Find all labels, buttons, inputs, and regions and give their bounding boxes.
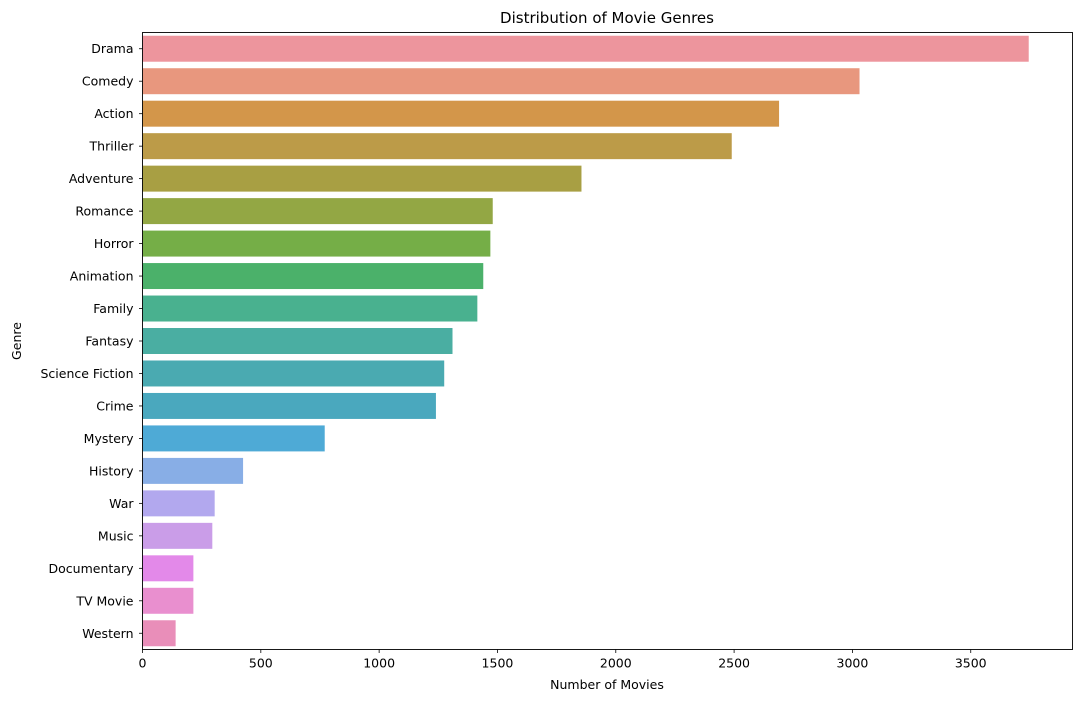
x-tick-label: 1500: [482, 656, 514, 671]
bars-group: [142, 35, 1029, 647]
bar-mystery: [142, 425, 325, 452]
y-tick-label: Action: [94, 106, 133, 121]
bar-science-fiction: [142, 360, 445, 387]
x-tick-label: 3500: [955, 656, 987, 671]
bar-music: [142, 522, 213, 549]
plot-frame: [142, 32, 1073, 650]
y-tick-label: Music: [98, 528, 134, 543]
y-tick-label: History: [89, 463, 134, 478]
y-axis-label: Genre: [9, 322, 24, 360]
bar-horror: [142, 230, 491, 257]
bar-crime: [142, 392, 436, 419]
x-tick-label: 0: [139, 656, 147, 671]
bar-tv-movie: [142, 587, 194, 614]
y-tick-label: Fantasy: [85, 334, 134, 349]
bar-fantasy: [142, 328, 453, 354]
y-tick-label: Thriller: [89, 139, 135, 154]
y-tick-label: Science Fiction: [41, 366, 134, 381]
x-tick-label: 2500: [718, 656, 750, 671]
bar-western: [142, 620, 176, 647]
y-tick-label: TV Movie: [75, 593, 133, 608]
bar-history: [142, 457, 244, 484]
y-tick-label: Animation: [70, 269, 134, 284]
x-ticks: 0 500 1000 1500 2000 2500 3000 3500: [139, 649, 987, 671]
bar-romance: [142, 198, 493, 225]
y-tick-label: Documentary: [49, 561, 135, 576]
x-tick-label: 500: [249, 656, 273, 671]
x-tick-label: 2000: [600, 656, 632, 671]
y-tick-label: Horror: [94, 236, 134, 251]
bar-adventure: [142, 165, 582, 192]
y-tick-label: War: [109, 496, 134, 511]
x-axis-label: Number of Movies: [550, 677, 664, 692]
x-tick-label: 1000: [363, 656, 395, 671]
y-tick-label: Adventure: [69, 171, 134, 186]
chart-title: Distribution of Movie Genres: [500, 9, 714, 27]
bar-animation: [142, 263, 484, 290]
y-tick-label: Romance: [75, 204, 133, 219]
bar-family: [142, 295, 478, 322]
bar-war: [142, 490, 215, 517]
y-tick-label: Comedy: [82, 74, 134, 89]
bar-comedy: [142, 68, 860, 95]
bar-drama: [142, 35, 1029, 62]
bar-thriller: [142, 133, 732, 160]
x-tick-label: 3000: [837, 656, 869, 671]
bar-documentary: [142, 555, 194, 582]
y-tick-labels: Drama Comedy Action Thriller Adventure Romanc…: [41, 41, 143, 641]
y-tick-label: Crime: [96, 398, 134, 413]
y-tick-label: Western: [82, 626, 133, 641]
y-tick-label: Family: [93, 301, 134, 316]
y-tick-label: Mystery: [84, 431, 134, 446]
y-tick-label: Drama: [91, 41, 133, 56]
bar-action: [142, 100, 780, 127]
